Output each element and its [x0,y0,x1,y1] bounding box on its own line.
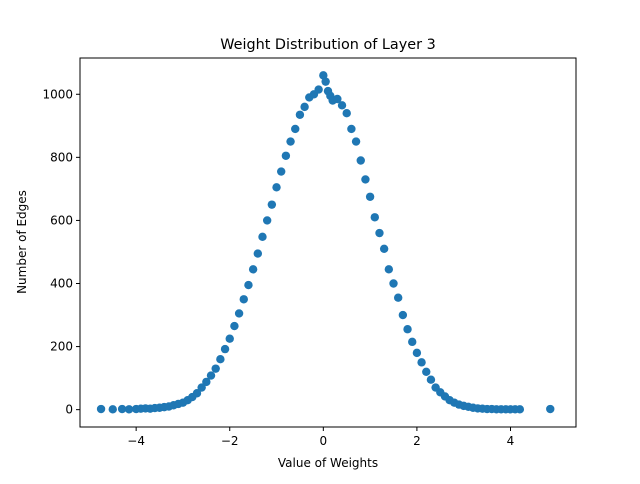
data-point [225,334,234,343]
data-point [206,371,216,380]
y-tick-label: 400 [50,277,73,291]
data-point [412,348,422,358]
data-point [262,216,272,225]
data-point [384,265,394,274]
data-point [300,102,309,112]
y-tick-label: 0 [65,403,73,417]
data-point [515,405,525,414]
y-tick-label: 200 [50,340,73,354]
y-axis-label: Number of Edges [15,190,29,294]
data-point [370,213,379,222]
data-point [277,167,286,176]
data-point [422,367,431,377]
data-point [426,375,436,384]
data-point [192,389,202,398]
data-point [321,77,330,86]
data-point [258,232,267,242]
data-point [393,293,403,302]
data-point [342,108,351,118]
data-point [197,383,206,392]
data-point [398,310,408,320]
data-point [239,295,248,304]
data-point [417,358,426,367]
data-point [356,156,365,165]
plot-frame [79,57,577,428]
y-tick-label: 800 [50,150,73,164]
x-tick-label: 2 [413,434,421,448]
x-tick-label: −4 [127,434,145,448]
data-point [117,404,127,414]
data-point [295,110,305,119]
data-point [244,280,253,290]
data-point [248,265,258,274]
data-point [286,137,295,146]
data-point [403,325,412,334]
x-axis-label: Value of Weights [278,456,378,470]
data-point [230,321,239,331]
x-tick-label: 4 [507,434,515,448]
data-point [319,71,328,80]
data-point [291,124,300,134]
data-point [272,183,281,192]
data-point [408,337,417,347]
y-tick-label: 1000 [42,87,73,101]
data-point [124,405,134,414]
data-point [314,85,323,94]
data-point [365,192,375,201]
data-point [267,200,277,209]
data-point [389,279,398,288]
data-point [96,404,106,414]
x-axis-ticks: −4 −2 0 2 4 [127,427,514,448]
data-point [202,377,211,387]
data-point [379,244,389,254]
x-tick-label: −2 [221,434,239,448]
data-point [108,405,117,414]
data-point [253,249,263,258]
scatter-points [96,71,555,414]
x-tick-label: 0 [320,434,328,448]
data-point [333,94,342,104]
data-point [234,309,244,318]
data-point [347,124,356,134]
data-point [211,364,220,373]
data-point [337,101,347,110]
data-point [216,354,225,364]
data-point [351,137,361,146]
chart-title: Weight Distribution of Layer 3 [220,37,436,53]
data-point [546,404,555,414]
data-point [220,344,230,354]
data-point [281,151,291,160]
data-point [375,228,384,238]
data-point [361,175,370,184]
y-tick-label: 600 [50,213,73,227]
y-axis-ticks: 0 200 400 600 800 1000 [42,87,80,417]
